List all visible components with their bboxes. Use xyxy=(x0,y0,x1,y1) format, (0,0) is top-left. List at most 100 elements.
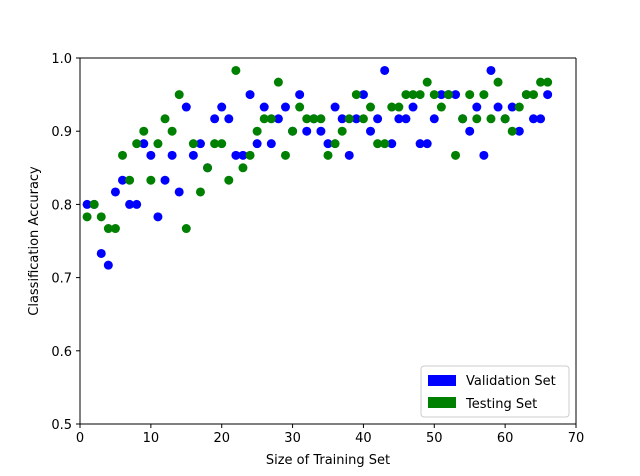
data-point xyxy=(323,150,333,160)
data-point xyxy=(110,224,120,234)
data-point xyxy=(500,114,510,124)
data-point xyxy=(366,126,376,136)
data-point xyxy=(139,126,149,136)
data-point xyxy=(493,77,503,87)
data-point xyxy=(132,199,142,209)
data-point xyxy=(181,102,191,112)
data-point xyxy=(89,199,99,209)
data-point xyxy=(429,90,439,100)
data-point xyxy=(118,150,128,160)
legend-box xyxy=(420,365,570,418)
data-point xyxy=(451,150,461,160)
data-point xyxy=(288,126,298,136)
data-point xyxy=(479,150,489,160)
data-point xyxy=(373,139,383,149)
data-point xyxy=(160,114,170,124)
data-point xyxy=(507,126,517,136)
data-point xyxy=(188,139,198,149)
y-tick-label: 0.6 xyxy=(51,345,72,360)
data-point xyxy=(245,150,255,160)
data-point xyxy=(351,114,361,124)
data-point xyxy=(507,102,517,112)
data-point xyxy=(415,139,425,149)
data-point xyxy=(266,139,276,149)
data-point xyxy=(344,114,354,124)
data-point xyxy=(472,114,482,124)
data-point xyxy=(543,90,553,100)
data-point xyxy=(273,77,283,87)
data-point xyxy=(188,150,198,160)
x-axis-ticks: 0 10 20 30 40 50 60 70 xyxy=(76,424,584,446)
data-point xyxy=(238,150,248,160)
data-point xyxy=(337,114,347,124)
data-point xyxy=(458,114,468,124)
data-point xyxy=(132,139,142,149)
legend-swatch-testing xyxy=(428,397,456,408)
y-axis-label: Classification Accuracy xyxy=(27,166,42,316)
data-point xyxy=(238,163,248,173)
data-point xyxy=(302,126,312,136)
data-point xyxy=(174,90,184,100)
data-point xyxy=(429,114,439,124)
data-point xyxy=(436,90,446,100)
x-axis-label: Size of Training Set xyxy=(266,453,390,468)
data-point xyxy=(302,114,312,124)
data-point xyxy=(373,114,383,124)
data-point xyxy=(394,102,404,112)
data-point xyxy=(167,150,177,160)
data-point xyxy=(543,77,553,87)
data-point xyxy=(309,114,319,124)
x-tick-label: 40 xyxy=(355,431,372,446)
data-point xyxy=(280,150,290,160)
data-point xyxy=(252,126,262,136)
data-point xyxy=(203,163,213,173)
data-point xyxy=(181,224,191,234)
data-point xyxy=(96,248,106,258)
y-tick-label: 1.0 xyxy=(51,52,72,67)
data-point xyxy=(422,139,432,149)
x-tick-label: 30 xyxy=(284,431,301,446)
data-point xyxy=(153,212,163,222)
data-point xyxy=(387,102,397,112)
data-point xyxy=(316,114,326,124)
y-tick-label: 0.5 xyxy=(51,418,72,433)
legend-label-testing: Testing Set xyxy=(465,397,537,412)
data-point xyxy=(394,114,404,124)
data-point xyxy=(118,175,128,185)
series-validation xyxy=(82,65,553,270)
data-point xyxy=(330,139,340,149)
data-point xyxy=(82,199,92,209)
data-point xyxy=(436,102,446,112)
x-tick-label: 50 xyxy=(426,431,443,446)
data-point xyxy=(528,114,538,124)
data-point xyxy=(514,126,524,136)
data-point xyxy=(195,187,205,197)
y-tick-label: 0.9 xyxy=(51,125,72,140)
data-point xyxy=(110,187,120,197)
data-point xyxy=(536,77,546,87)
data-point xyxy=(295,90,305,100)
data-point xyxy=(231,150,241,160)
data-point xyxy=(536,114,546,124)
data-point xyxy=(139,139,149,149)
data-point xyxy=(479,90,489,100)
data-point xyxy=(387,139,397,149)
data-point xyxy=(125,199,135,209)
data-point xyxy=(96,212,106,222)
y-tick-label: 0.8 xyxy=(51,198,72,213)
data-point xyxy=(217,102,227,112)
data-point xyxy=(408,90,418,100)
data-point xyxy=(528,90,538,100)
x-tick-label: 20 xyxy=(213,431,230,446)
data-point xyxy=(266,114,276,124)
data-point xyxy=(351,90,361,100)
data-point xyxy=(415,90,425,100)
data-point xyxy=(514,102,524,112)
data-point xyxy=(493,102,503,112)
data-point xyxy=(358,114,368,124)
data-point xyxy=(259,114,269,124)
x-tick-label: 60 xyxy=(497,431,514,446)
data-point xyxy=(330,102,340,112)
data-point xyxy=(160,175,170,185)
data-point xyxy=(82,212,92,222)
